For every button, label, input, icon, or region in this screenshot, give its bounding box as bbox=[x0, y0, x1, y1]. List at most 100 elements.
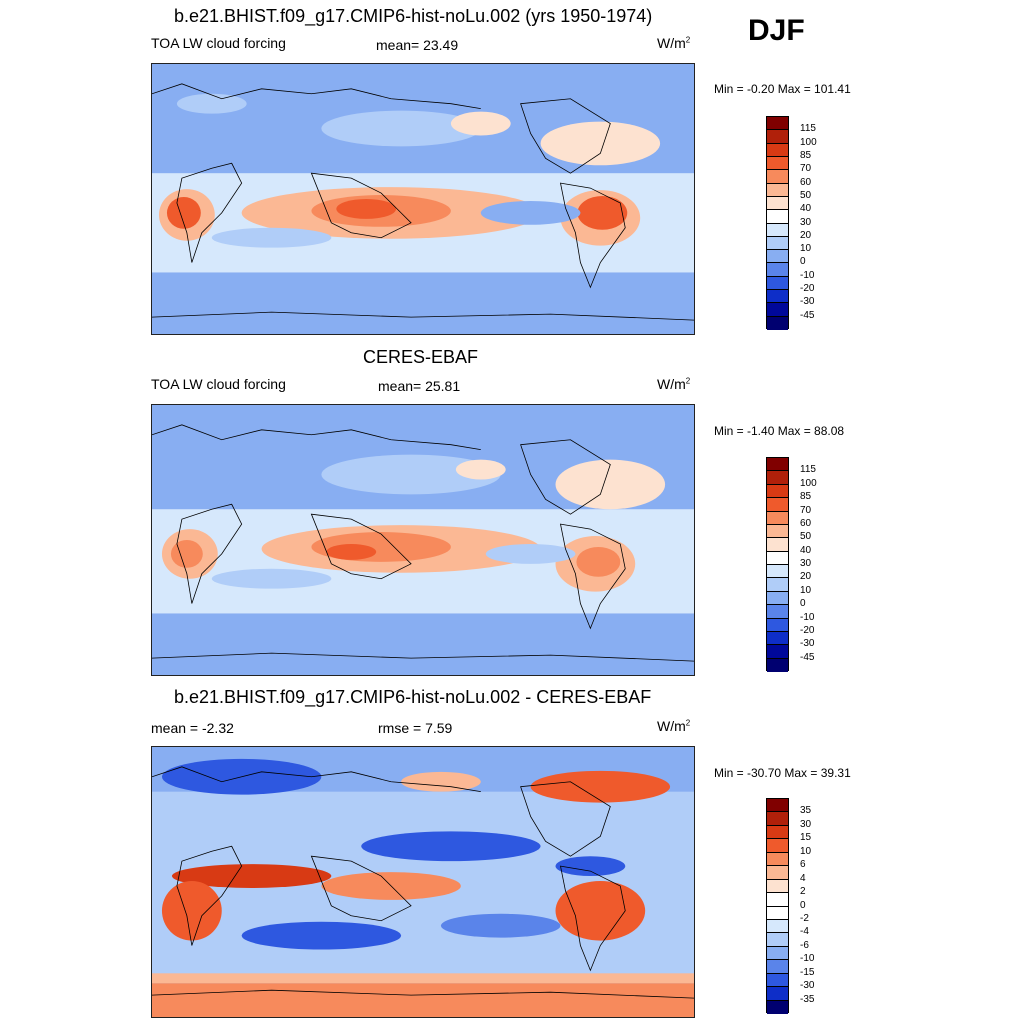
panel3-units-base: W/m bbox=[657, 718, 686, 734]
panel2-units-sup: 2 bbox=[685, 376, 691, 386]
colorbar-swatch bbox=[767, 605, 788, 619]
colorbar-label: 115 bbox=[800, 123, 816, 135]
colorbar-swatch bbox=[767, 223, 788, 237]
colorbar-label: 0 bbox=[800, 899, 806, 911]
colorbar-label: 100 bbox=[800, 136, 817, 148]
colorbar-label: 30 bbox=[800, 818, 812, 830]
colorbar-label: -20 bbox=[800, 624, 815, 636]
panel2-map bbox=[151, 404, 695, 676]
colorbar-label: -4 bbox=[800, 926, 809, 938]
colorbar-label: 10 bbox=[800, 584, 812, 596]
panel2-title: CERES-EBAF bbox=[363, 347, 479, 367]
colorbar-swatch bbox=[767, 973, 788, 988]
colorbar-label: -30 bbox=[800, 296, 815, 308]
colorbar-label: 15 bbox=[800, 832, 812, 844]
colorbar-label: 6 bbox=[800, 859, 806, 871]
colorbar-label: -45 bbox=[800, 309, 815, 321]
panel2-units: W/m2 bbox=[657, 376, 690, 392]
colorbar-label: 2 bbox=[800, 886, 806, 898]
colorbar-swatch bbox=[767, 799, 788, 813]
colorbar-swatch bbox=[767, 183, 788, 197]
colorbar-swatch bbox=[767, 893, 788, 907]
colorbar-swatch bbox=[767, 236, 788, 251]
colorbar-swatch bbox=[767, 551, 788, 565]
colorbar-swatch bbox=[767, 276, 788, 291]
colorbar-label: 50 bbox=[800, 531, 812, 543]
colorbar-label: -30 bbox=[800, 638, 815, 650]
colorbar-swatch bbox=[767, 263, 788, 277]
colorbar-swatch bbox=[767, 960, 788, 974]
colorbar-label: 85 bbox=[800, 491, 812, 503]
colorbar-label: 10 bbox=[800, 845, 812, 857]
colorbar-label: 20 bbox=[800, 229, 812, 241]
colorbar-swatch bbox=[767, 170, 788, 184]
panel2-colorbar bbox=[766, 457, 789, 672]
colorbar-label: 10 bbox=[800, 243, 812, 255]
colorbar-label: 0 bbox=[800, 598, 806, 610]
colorbar-swatch bbox=[767, 511, 788, 525]
panel3-units-sup: 2 bbox=[685, 718, 691, 728]
panel2-left-label: TOA LW cloud forcing bbox=[151, 376, 286, 392]
colorbar-swatch bbox=[767, 658, 788, 672]
panel3-map bbox=[151, 746, 695, 1018]
panel3-mean-label: mean = -2.32 bbox=[151, 720, 234, 736]
colorbar-swatch bbox=[767, 825, 788, 840]
panel1-left-label: TOA LW cloud forcing bbox=[151, 35, 286, 51]
colorbar-label: 0 bbox=[800, 256, 806, 268]
colorbar-swatch bbox=[767, 290, 788, 304]
colorbar-swatch bbox=[767, 156, 788, 171]
panel1-title: b.e21.BHIST.f09_g17.CMIP6-hist-noLu.002 … bbox=[174, 6, 653, 26]
colorbar-label: -45 bbox=[800, 651, 815, 663]
colorbar-swatch bbox=[767, 143, 788, 157]
colorbar-label: 30 bbox=[800, 216, 812, 228]
colorbar-label: 35 bbox=[800, 805, 812, 817]
colorbar-swatch bbox=[767, 210, 788, 224]
colorbar-label: -2 bbox=[800, 912, 809, 924]
colorbar-swatch bbox=[767, 906, 788, 920]
colorbar-swatch bbox=[767, 618, 788, 632]
colorbar-label: 115 bbox=[800, 464, 816, 476]
panel1-minmax: Min = -0.20 Max = 101.41 bbox=[714, 82, 851, 96]
colorbar-swatch bbox=[767, 196, 788, 211]
colorbar-swatch bbox=[767, 852, 788, 867]
panel1-units: W/m2 bbox=[657, 35, 690, 51]
colorbar-swatch bbox=[767, 538, 788, 552]
colorbar-swatch bbox=[767, 117, 788, 131]
colorbar-swatch bbox=[767, 987, 788, 1001]
colorbar-label: 70 bbox=[800, 163, 812, 175]
colorbar-label: 40 bbox=[800, 203, 812, 215]
colorbar-swatch bbox=[767, 591, 788, 606]
colorbar-swatch bbox=[767, 458, 788, 472]
colorbar-label: 60 bbox=[800, 517, 812, 529]
colorbar-label: -20 bbox=[800, 283, 815, 295]
colorbar-swatch bbox=[767, 316, 788, 330]
colorbar-swatch bbox=[767, 919, 788, 934]
colorbar-label: 100 bbox=[800, 477, 817, 489]
colorbar-label: 60 bbox=[800, 176, 812, 188]
panel1-colorbar bbox=[766, 116, 789, 330]
colorbar-swatch bbox=[767, 866, 788, 880]
panel2-units-base: W/m bbox=[657, 376, 686, 392]
colorbar-label: 70 bbox=[800, 504, 812, 516]
colorbar-swatch bbox=[767, 250, 788, 264]
panel1-mean-label: mean= 23.49 bbox=[376, 37, 459, 53]
panel3-colorbar bbox=[766, 798, 789, 1014]
colorbar-swatch bbox=[767, 879, 788, 894]
colorbar-label: 20 bbox=[800, 571, 812, 583]
colorbar-swatch bbox=[767, 839, 788, 853]
colorbar-swatch bbox=[767, 933, 788, 947]
colorbar-swatch bbox=[767, 631, 788, 646]
colorbar-label: 30 bbox=[800, 558, 812, 569]
colorbar-swatch bbox=[767, 524, 788, 539]
colorbar-swatch bbox=[767, 812, 788, 826]
colorbar-swatch bbox=[767, 130, 788, 144]
colorbar-label: 4 bbox=[800, 872, 806, 884]
colorbar-label: -10 bbox=[800, 269, 815, 281]
panel1-units-base: W/m bbox=[657, 35, 686, 51]
panel1-units-sup: 2 bbox=[685, 35, 691, 45]
colorbar-label: -30 bbox=[800, 980, 815, 992]
colorbar-label: -15 bbox=[800, 966, 815, 978]
panel3-minmax: Min = -30.70 Max = 39.31 bbox=[714, 766, 851, 780]
colorbar-swatch bbox=[767, 471, 788, 485]
colorbar-label: -6 bbox=[800, 939, 809, 951]
